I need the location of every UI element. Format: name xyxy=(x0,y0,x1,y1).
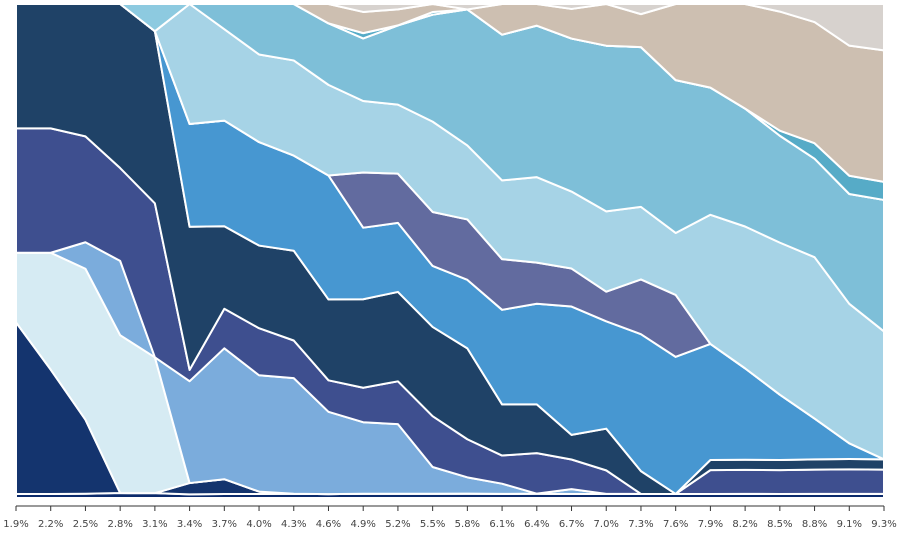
x-tick-label: 2.2% xyxy=(38,519,63,530)
x-tick-label: 5.2% xyxy=(385,519,410,530)
x-tick-label: 5.5% xyxy=(420,519,445,530)
area-series-14 xyxy=(15,3,885,52)
x-axis-ticks: 1.9% 2.2% 2.5% 2.8% 3.1% 3.4% 3.7% 4.0% 4.3% 4.6%… xyxy=(3,506,897,530)
x-tick-label: 4.9% xyxy=(350,519,375,530)
x-tick-label: 6.7% xyxy=(559,519,584,530)
x-tick-label: 3.7% xyxy=(212,519,237,530)
x-tick-label: 7.6% xyxy=(663,519,688,530)
x-tick-label: 7.3% xyxy=(628,519,653,530)
x-tick-label: 9.3% xyxy=(871,519,896,530)
x-tick-label: 7.0% xyxy=(594,519,619,530)
area-layers xyxy=(15,3,885,499)
x-tick-label: 4.6% xyxy=(316,519,341,530)
x-tick-label: 5.8% xyxy=(455,519,480,530)
x-tick-label: 8.8% xyxy=(802,519,827,530)
x-tick-label: 3.4% xyxy=(177,519,202,530)
x-tick-label: 6.1% xyxy=(489,519,514,530)
x-tick-label: 9.1% xyxy=(837,519,862,530)
x-tick-label: 4.0% xyxy=(246,519,271,530)
x-tick-label: 7.9% xyxy=(698,519,723,530)
x-tick-label: 8.5% xyxy=(767,519,792,530)
x-tick-label: 2.5% xyxy=(73,519,98,530)
x-tick-label: 2.8% xyxy=(107,519,132,530)
x-tick-label: 8.2% xyxy=(732,519,757,530)
x-tick-label: 6.4% xyxy=(524,519,549,530)
x-tick-label: 4.3% xyxy=(281,519,306,530)
x-tick-label: 1.9% xyxy=(3,519,28,530)
x-tick-label: 3.1% xyxy=(142,519,167,530)
